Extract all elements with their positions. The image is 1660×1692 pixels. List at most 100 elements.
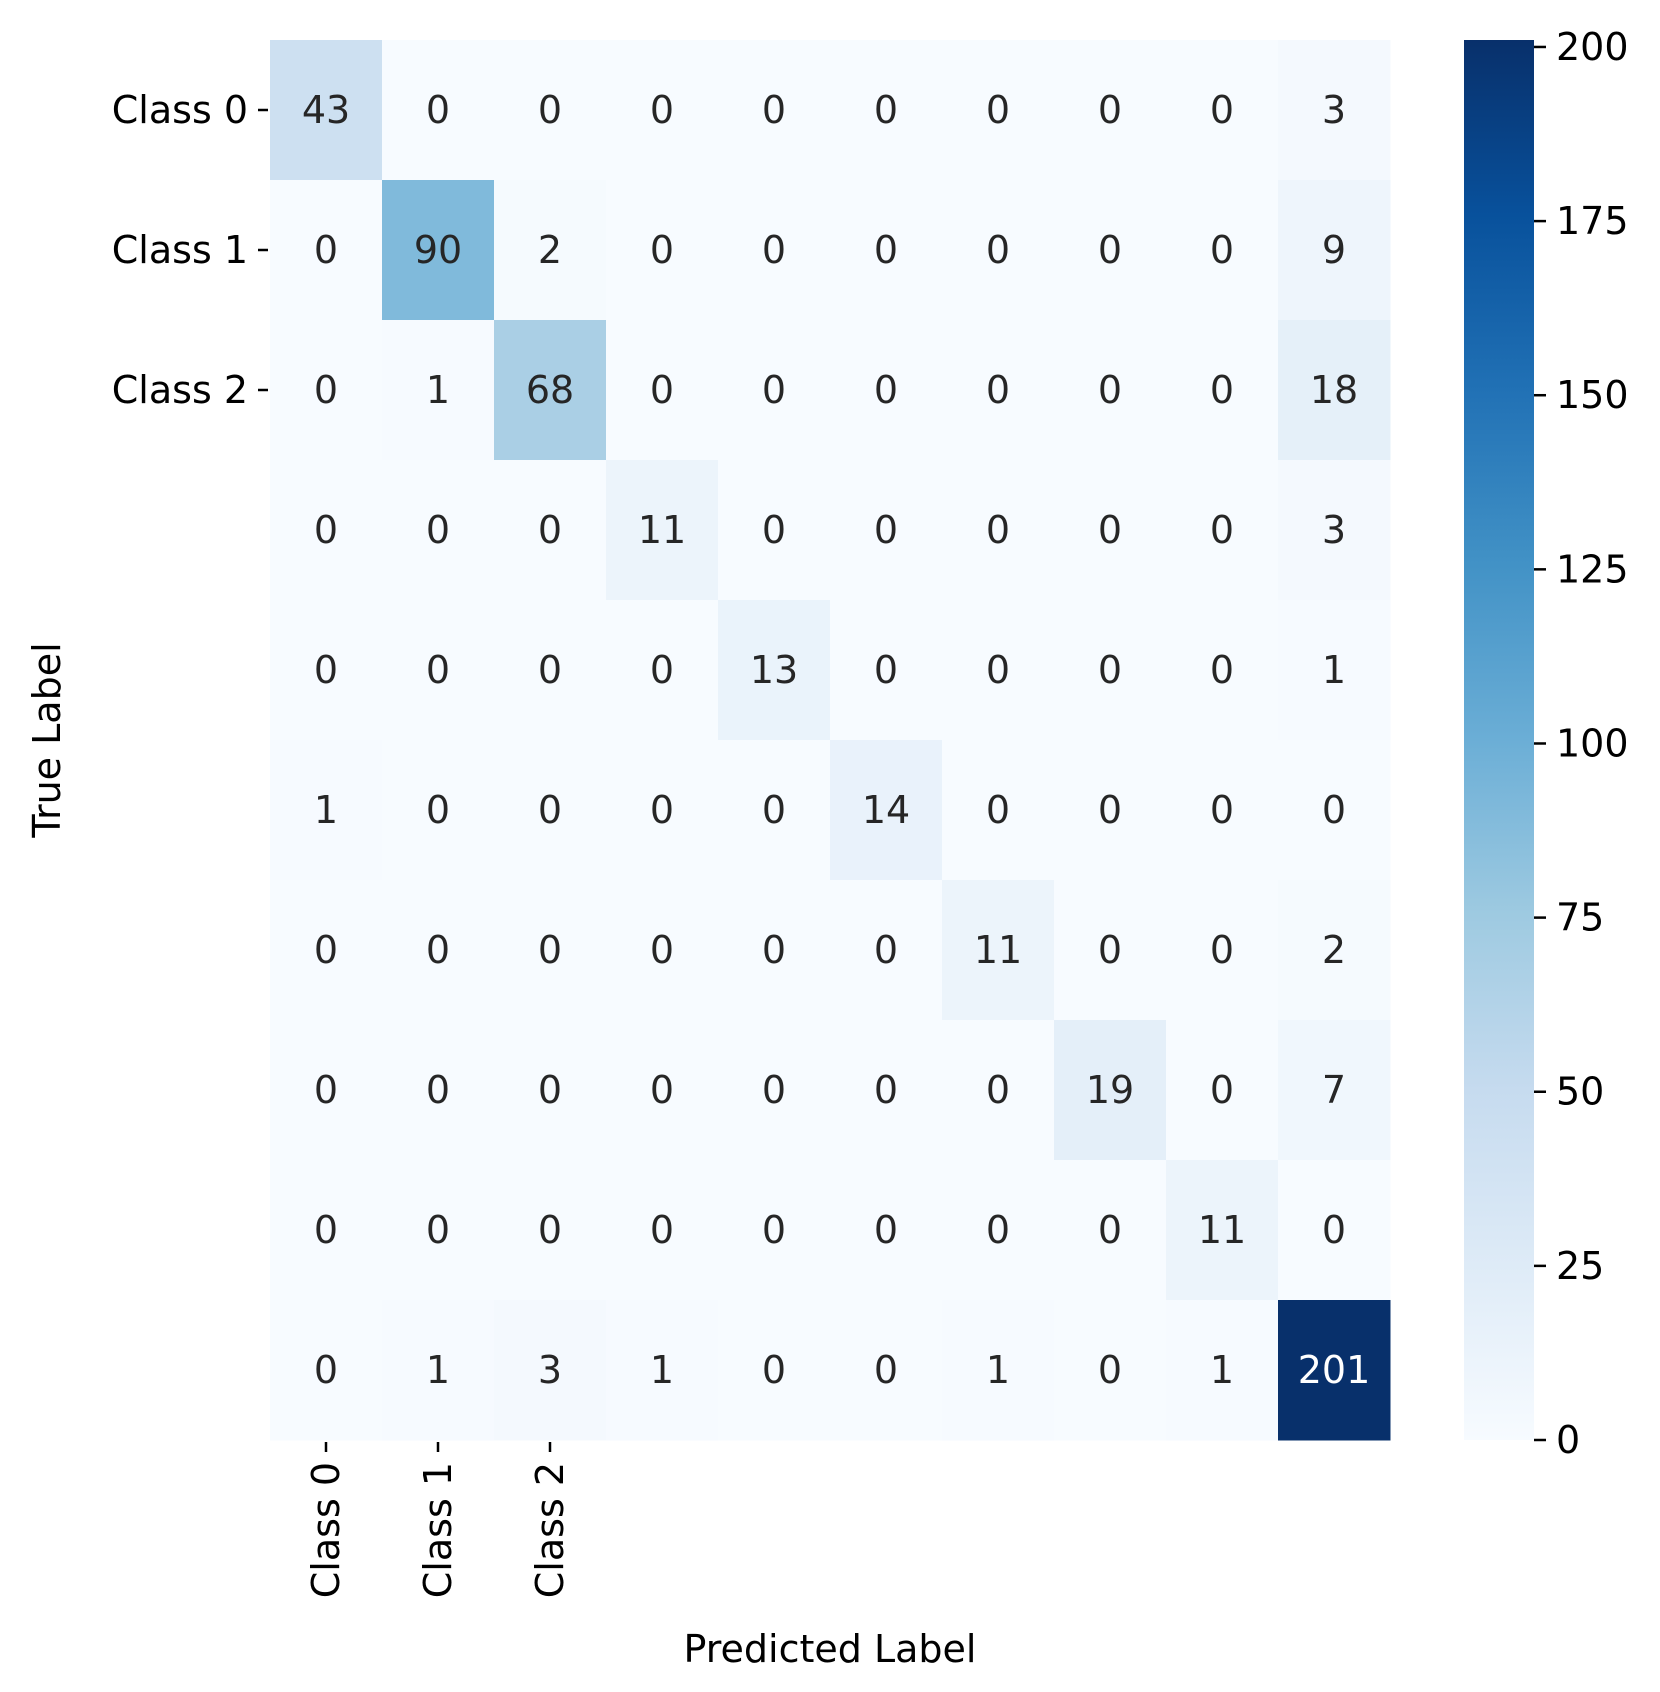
heatmap-cell-r5-c2 (494, 740, 607, 881)
heatmap-cell-r1-c2 (494, 180, 607, 321)
cell-value-r2-c6: 0 (986, 368, 1010, 412)
heatmap-cell-labels: 43 0 0 0 0 0 0 0 0 30 90 2 0 0 0 0 0 0 90 1 68 0 0 0 0 0 0 180 0 0 11 0… (302, 88, 1370, 1392)
heatmap-cell-r0-c0 (270, 40, 383, 181)
heatmap-cell-r3-c8 (1166, 460, 1279, 601)
cell-value-r9-c4: 0 (762, 1348, 786, 1392)
cell-value-r3-c2: 0 (538, 508, 562, 552)
cell-value-r0-c2: 0 (538, 88, 562, 132)
cell-value-r0-c4: 0 (762, 88, 786, 132)
heatmap-cell-r7-c9 (1278, 1020, 1391, 1161)
heatmap-cell-r1-c6 (942, 180, 1055, 321)
heatmap-cell-r3-c1 (382, 460, 495, 601)
heatmap-cell-r9-c4 (718, 1300, 831, 1441)
y-axis-title: True Label (25, 642, 69, 838)
heatmap-cell-r1-c3 (606, 180, 719, 321)
heatmap-cell-r3-c3 (606, 460, 719, 601)
heatmap-cell-r8-c7 (1054, 1160, 1167, 1301)
cell-value-r3-c8: 0 (1210, 508, 1234, 552)
colorbar-tick-label: 75 (1556, 896, 1604, 940)
cell-value-r6-c2: 0 (538, 928, 562, 972)
cell-value-r1-c4: 0 (762, 228, 786, 272)
heatmap-cell-r4-c9 (1278, 600, 1391, 741)
cell-value-r8-c1: 0 (426, 1208, 450, 1252)
heatmap-cell-r4-c0 (270, 600, 383, 741)
cell-value-r4-c5: 0 (874, 648, 898, 692)
heatmap-cell-r2-c4 (718, 320, 831, 461)
cell-value-r1-c0: 0 (314, 228, 338, 272)
cell-value-r0-c1: 0 (426, 88, 450, 132)
heatmap-cell-r4-c8 (1166, 600, 1279, 741)
heatmap-cell-r0-c6 (942, 40, 1055, 181)
cell-value-r1-c1: 90 (414, 228, 462, 272)
heatmap-cell-r4-c7 (1054, 600, 1167, 741)
heatmap-cell-r6-c4 (718, 880, 831, 1021)
heatmap-cell-r8-c6 (942, 1160, 1055, 1301)
x-axis-title: Predicted Label (684, 1627, 977, 1671)
heatmap-cell-r1-c8 (1166, 180, 1279, 321)
heatmap-cell-r4-c4 (718, 600, 831, 741)
cell-value-r6-c5: 0 (874, 928, 898, 972)
cell-value-r5-c1: 0 (426, 788, 450, 832)
heatmap-cell-r3-c4 (718, 460, 831, 601)
cell-value-r5-c4: 0 (762, 788, 786, 832)
heatmap-cell-r7-c0 (270, 1020, 383, 1161)
heatmap-cell-r2-c7 (1054, 320, 1167, 461)
cell-value-r6-c1: 0 (426, 928, 450, 972)
heatmap-cell-r0-c4 (718, 40, 831, 181)
heatmap-cells (270, 40, 1391, 1441)
heatmap-cell-r3-c7 (1054, 460, 1167, 601)
cell-value-r8-c7: 0 (1098, 1208, 1122, 1252)
cell-value-r6-c7: 0 (1098, 928, 1122, 972)
cell-value-r0-c0: 43 (302, 88, 350, 132)
heatmap-cell-r9-c8 (1166, 1300, 1279, 1441)
cell-value-r8-c5: 0 (874, 1208, 898, 1252)
heatmap-cell-r2-c6 (942, 320, 1055, 461)
heatmap-cell-r1-c9 (1278, 180, 1391, 321)
cell-value-r2-c8: 0 (1210, 368, 1234, 412)
cell-value-r7-c8: 0 (1210, 1068, 1234, 1112)
heatmap-cell-r6-c6 (942, 880, 1055, 1021)
colorbar-tick-label: 100 (1556, 721, 1629, 765)
cell-value-r2-c4: 0 (762, 368, 786, 412)
cell-value-r0-c6: 0 (986, 88, 1010, 132)
colorbar-ticks: 0 25 50 75 100 125 150 175 200 (1534, 25, 1629, 1462)
heatmap-cell-r6-c2 (494, 880, 607, 1021)
heatmap-cell-r4-c1 (382, 600, 495, 741)
cell-value-r9-c2: 3 (538, 1348, 562, 1392)
cell-value-r7-c3: 0 (650, 1068, 674, 1112)
heatmap-cell-r3-c6 (942, 460, 1055, 601)
cell-value-r7-c5: 0 (874, 1068, 898, 1112)
cell-value-r6-c6: 11 (974, 928, 1022, 972)
cell-value-r6-c4: 0 (762, 928, 786, 972)
cell-value-r3-c3: 11 (638, 508, 686, 552)
heatmap-cell-r5-c8 (1166, 740, 1279, 881)
y-tick-label: Class 2 (112, 368, 248, 412)
cell-value-r5-c5: 14 (862, 788, 910, 832)
colorbar-tick-label: 125 (1556, 547, 1629, 591)
heatmap-cell-r8-c8 (1166, 1160, 1279, 1301)
cell-value-r8-c4: 0 (762, 1208, 786, 1252)
cell-value-r5-c3: 0 (650, 788, 674, 832)
heatmap-cell-r4-c2 (494, 600, 607, 741)
cell-value-r1-c6: 0 (986, 228, 1010, 272)
heatmap-cell-r8-c9 (1278, 1160, 1391, 1301)
cell-value-r3-c4: 0 (762, 508, 786, 552)
heatmap-cell-r4-c3 (606, 600, 719, 741)
colorbar (1464, 40, 1534, 1440)
cell-value-r2-c7: 0 (1098, 368, 1122, 412)
cell-value-r2-c1: 1 (426, 368, 450, 412)
cell-value-r1-c2: 2 (538, 228, 562, 272)
heatmap-cell-r8-c4 (718, 1160, 831, 1301)
cell-value-r9-c3: 1 (650, 1348, 674, 1392)
cell-value-r8-c0: 0 (314, 1208, 338, 1252)
cell-value-r7-c2: 0 (538, 1068, 562, 1112)
cell-value-r3-c6: 0 (986, 508, 1010, 552)
cell-value-r8-c9: 0 (1322, 1208, 1346, 1252)
heatmap-cell-r0-c3 (606, 40, 719, 181)
cell-value-r6-c0: 0 (314, 928, 338, 972)
cell-value-r6-c3: 0 (650, 928, 674, 972)
heatmap-cell-r4-c6 (942, 600, 1055, 741)
cell-value-r4-c3: 0 (650, 648, 674, 692)
cell-value-r4-c0: 0 (314, 648, 338, 692)
heatmap-cell-r1-c5 (830, 180, 943, 321)
